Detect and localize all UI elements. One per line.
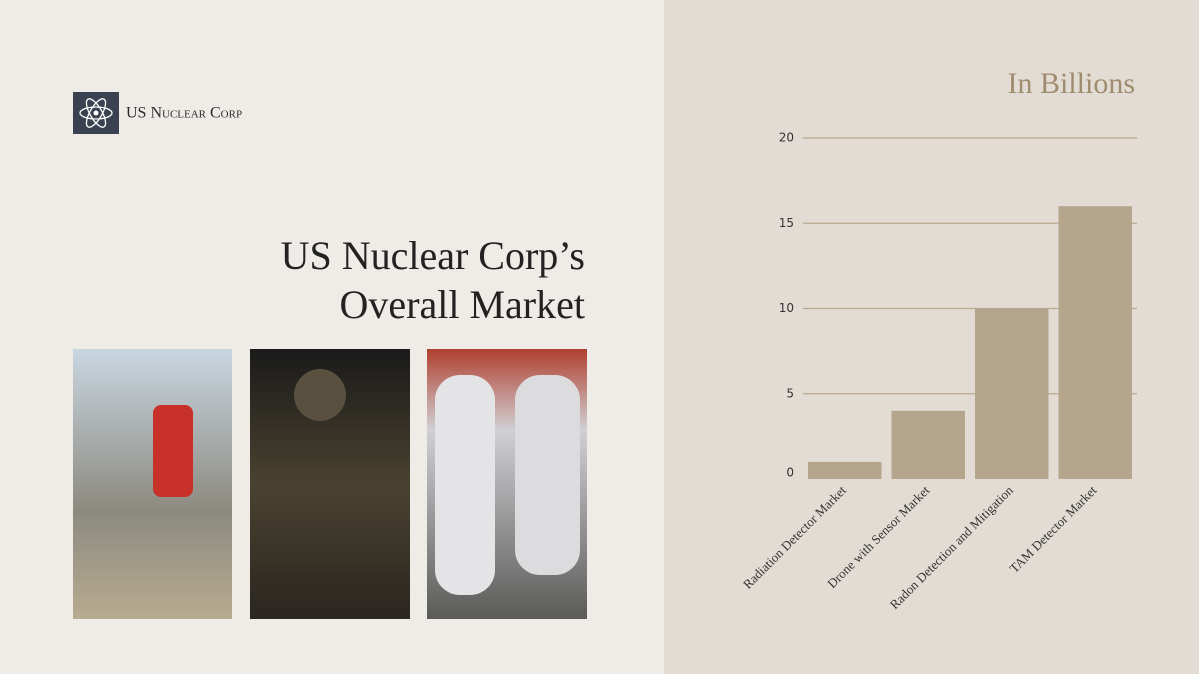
bar	[891, 410, 965, 479]
logo-text: US Nuclear Corp	[126, 105, 242, 122]
bar	[1058, 206, 1132, 479]
photo	[73, 349, 232, 619]
y-tick-label: 20	[779, 131, 794, 145]
bar	[975, 308, 1049, 479]
photo-detail	[515, 375, 580, 575]
bar	[808, 461, 882, 479]
heading: Overall Market	[340, 282, 585, 327]
chart-title: In Billions	[1007, 67, 1135, 100]
y-tick-label: 5	[786, 386, 794, 400]
y-tick-label: 10	[779, 301, 794, 315]
logo-icon	[73, 92, 119, 134]
photo-detail	[153, 405, 193, 497]
heading: US Nuclear Corp’s	[281, 233, 585, 278]
photo-detail	[435, 375, 495, 595]
photo-detail	[294, 369, 346, 421]
y-tick-label: 0	[786, 466, 794, 480]
y-tick-label: 15	[779, 216, 794, 230]
